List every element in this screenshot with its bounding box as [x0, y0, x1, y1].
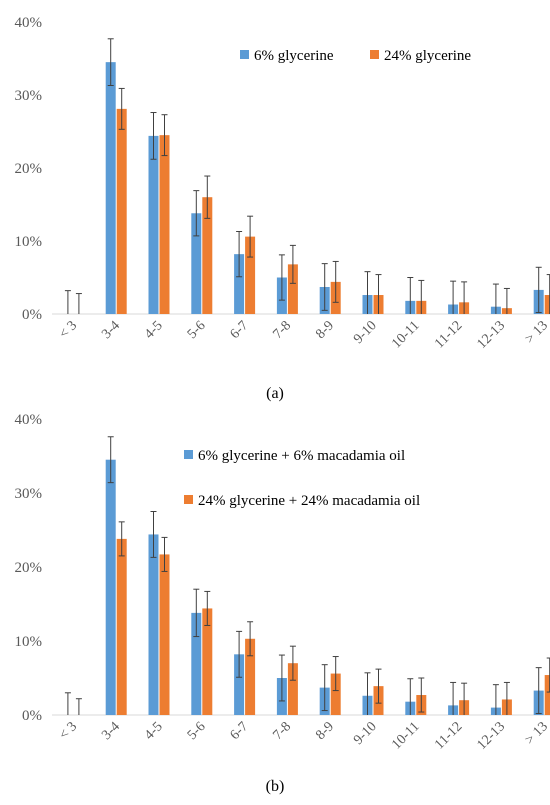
bar: [287, 264, 298, 314]
y-tick-label: 40%: [15, 15, 43, 31]
x-tick-label: 10-11: [389, 318, 422, 351]
bar: [544, 295, 550, 314]
bar: [191, 213, 202, 314]
bar: [287, 663, 298, 715]
bar: [105, 62, 116, 315]
y-tick-label: 20%: [15, 161, 43, 177]
x-tick-label: < 3: [57, 719, 81, 743]
bar: [148, 135, 159, 314]
legend-swatch: [184, 495, 193, 504]
x-tick-label: 10-11: [389, 719, 422, 752]
y-tick-label: 10%: [15, 234, 43, 250]
y-tick-label: 0%: [22, 708, 42, 724]
y-tick-label: 40%: [15, 412, 43, 428]
legend-swatch: [370, 50, 379, 59]
y-tick-label: 30%: [15, 486, 43, 502]
legend-label: 6% glycerine + 6% macadamia oil: [198, 448, 405, 464]
legend-swatch: [240, 50, 249, 59]
bar: [234, 654, 245, 715]
bar: [245, 638, 256, 715]
y-tick-label: 20%: [15, 560, 43, 576]
bar: [116, 538, 127, 715]
bar: [245, 236, 256, 314]
bar: [202, 197, 213, 314]
x-tick-label: > 13: [522, 719, 550, 748]
bar: [159, 135, 170, 314]
y-tick-label: 0%: [22, 307, 42, 323]
chart-panel-1: 0% 10% 20% 30% 40% < 3 3-4 4-5 5-6 6-7 7-8 8-9 9-10 1…: [15, 15, 550, 402]
bar: [544, 675, 550, 715]
x-tick-label: 9-10: [351, 318, 380, 347]
x-tick-label: 5-6: [185, 318, 209, 342]
x-tick-label: 12-13: [475, 719, 509, 753]
y-tick-label: 30%: [15, 88, 43, 104]
legend-swatch: [184, 450, 193, 459]
x-tick-label: 4-5: [142, 719, 166, 743]
bar: [105, 459, 116, 715]
x-tick-label: 9-10: [351, 719, 380, 748]
x-tick-label: 11-12: [432, 318, 465, 351]
x-tick-label: 6-7: [228, 719, 252, 743]
x-tick-label: 3-4: [99, 719, 123, 743]
panel-label: (b): [266, 778, 285, 795]
bar: [148, 534, 159, 715]
x-tick-label: > 13: [522, 318, 550, 347]
legend-label: 24% glycerine + 24% macadamia oil: [198, 493, 420, 509]
panel-label: (a): [266, 385, 284, 402]
bar: [234, 254, 245, 314]
x-tick-label: 12-13: [475, 318, 509, 352]
y-tick-label: 10%: [15, 634, 43, 650]
chart-panel-2: 0% 10% 20% 30% 40% < 3 3-4 4-5 5-6 6-7 7-8 8-9 9-10 1…: [15, 412, 550, 795]
x-tick-label: 8-9: [313, 318, 337, 342]
bar: [202, 608, 213, 715]
x-tick-label: 4-5: [142, 318, 166, 342]
legend-label: 6% glycerine: [254, 48, 334, 64]
bar: [330, 673, 341, 715]
x-tick-label: 8-9: [313, 719, 337, 743]
bar: [159, 554, 170, 715]
x-tick-label: 11-12: [432, 719, 465, 752]
legend-label: 24% glycerine: [384, 48, 471, 64]
x-tick-label: 7-8: [270, 719, 294, 743]
x-tick-label: 5-6: [185, 719, 209, 743]
bar: [191, 612, 202, 715]
x-tick-label: 7-8: [270, 318, 294, 342]
x-tick-label: < 3: [57, 318, 81, 342]
bar: [116, 108, 127, 315]
x-tick-label: 3-4: [99, 318, 123, 342]
x-tick-label: 6-7: [228, 318, 252, 342]
